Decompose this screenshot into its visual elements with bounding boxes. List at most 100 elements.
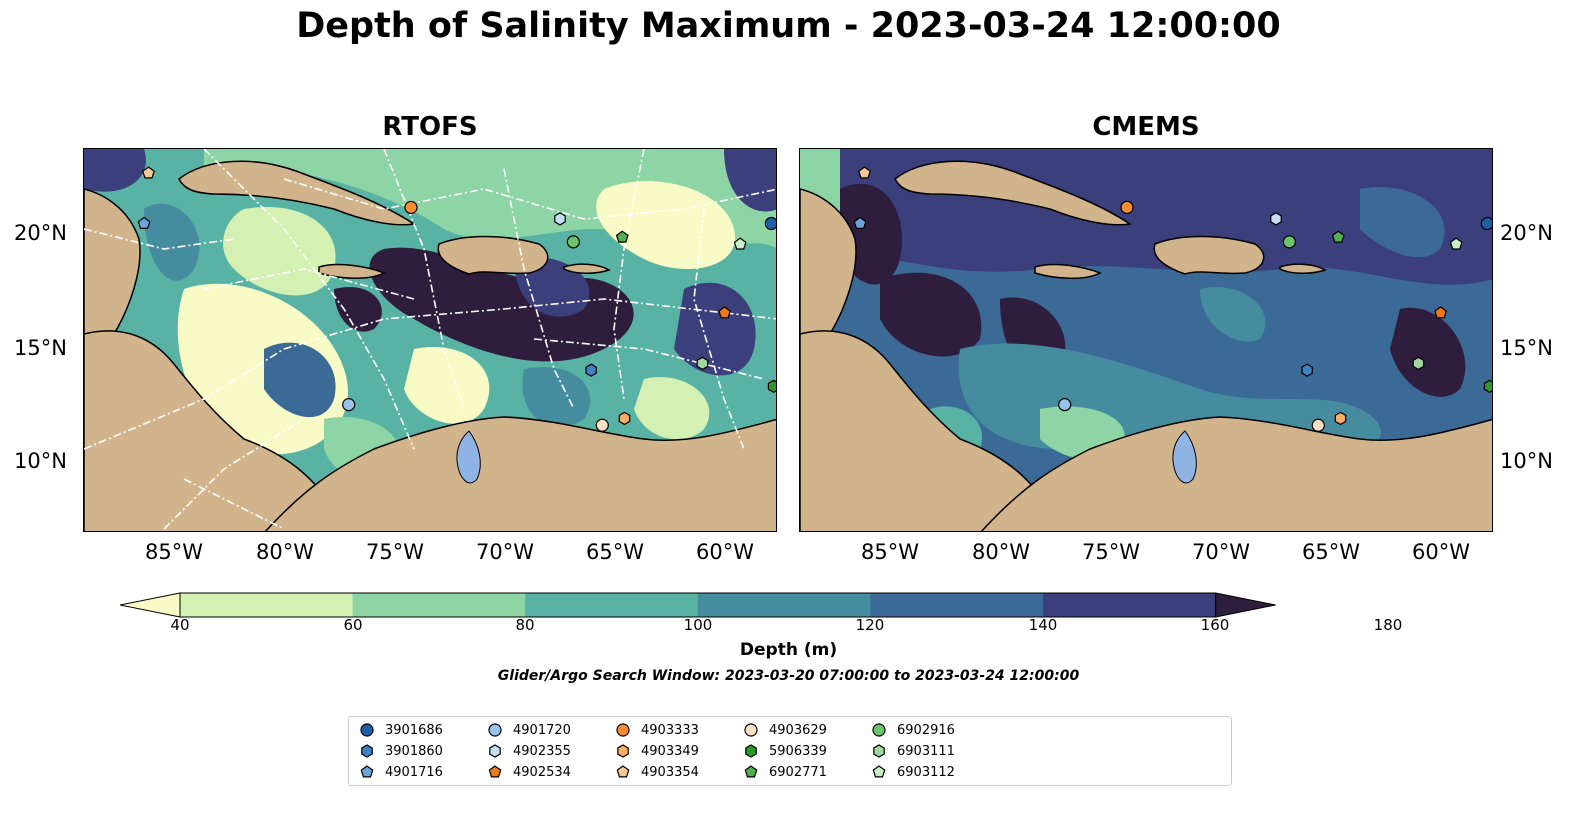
- legend-marker-pentagon-icon: [744, 765, 758, 778]
- lon-label-right-80w: 80°W: [972, 540, 1030, 564]
- legend-item-3901686: 3901686: [359, 720, 443, 740]
- legend-marker-circle-icon: [488, 723, 502, 737]
- float-marker-4903354: [858, 166, 871, 179]
- legend-item-4902355: 4902355: [487, 741, 571, 761]
- float-marker-5906339: [767, 379, 776, 393]
- float-legend: 3901686 3901860 4901716 4901720 4902355 49025…: [348, 716, 1232, 786]
- legend-label: 5906339: [769, 743, 827, 759]
- legend-label: 6902916: [897, 722, 955, 738]
- colorbar-tick-160: 160: [1200, 616, 1230, 634]
- float-marker-4902355: [1270, 212, 1282, 226]
- lat-label-left-10n: 10°N: [14, 449, 67, 473]
- colorbar-tick-180: 180: [1373, 616, 1403, 634]
- legend-item-3901860: 3901860: [359, 741, 443, 761]
- legend-marker-hexagon-icon: [745, 744, 757, 758]
- lat-label-right-20n: 20°N: [1500, 221, 1553, 245]
- legend-label: 4903629: [769, 722, 827, 738]
- legend-label: 4903349: [641, 743, 699, 759]
- lon-label-right-85w: 85°W: [861, 540, 919, 564]
- legend-marker-hexagon-icon: [489, 744, 501, 758]
- cmems-map: [800, 149, 1492, 531]
- float-marker-4901716: [853, 216, 867, 230]
- legend-item-4903629: 4903629: [743, 720, 827, 740]
- lon-label-left-80w: 80°W: [256, 540, 314, 564]
- legend-marker-circle-icon: [616, 723, 630, 737]
- float-marker-6903111: [696, 356, 709, 371]
- lake-maracaibo: [1172, 430, 1197, 484]
- float-marker-3901686: [764, 216, 776, 231]
- lat-label-left-20n: 20°N: [14, 221, 67, 245]
- lat-label-left-15n: 15°N: [14, 336, 67, 360]
- lon-label-right-60w: 60°W: [1412, 540, 1470, 564]
- float-marker-4903333: [404, 200, 418, 215]
- lat-label-right-10n: 10°N: [1500, 449, 1553, 473]
- legend-marker-pentagon-icon: [872, 765, 886, 778]
- search-window-note: Glider/Argo Search Window: 2023-03-20 07…: [497, 668, 1080, 684]
- legend-label: 6902771: [769, 764, 827, 780]
- legend-marker-pentagon-icon: [488, 765, 502, 778]
- float-marker-6902771: [1331, 230, 1345, 243]
- colorbar-swatch-4: [697, 593, 871, 617]
- legend-label: 4903354: [641, 764, 699, 780]
- legend-marker-pentagon-icon: [360, 765, 374, 778]
- legend-label: 4901720: [513, 722, 571, 738]
- panel-title-cmems: CMEMS: [1092, 112, 1200, 142]
- colorbar-tick-100: 100: [683, 616, 713, 634]
- map-panel-cmems: [799, 148, 1493, 532]
- float-marker-6903112: [733, 237, 747, 250]
- legend-marker-hexagon-icon: [617, 744, 629, 758]
- float-marker-6903112: [1449, 237, 1463, 250]
- float-marker-4901716: [137, 216, 151, 230]
- lon-label-left-70w: 70°W: [476, 540, 534, 564]
- panel-title-rtofs: RTOFS: [382, 112, 478, 142]
- legend-item-6903111: 6903111: [871, 741, 955, 761]
- float-marker-6902771: [615, 230, 629, 243]
- colorbar-extend-high: [1215, 592, 1276, 618]
- lake-maracaibo: [456, 430, 481, 484]
- legend-item-4901716: 4901716: [359, 762, 443, 782]
- legend-item-4903349: 4903349: [615, 741, 699, 761]
- float-marker-3901686: [1480, 216, 1492, 231]
- colorbar-tick-40: 40: [170, 616, 190, 634]
- float-marker-4902534: [718, 306, 732, 319]
- lon-label-right-65w: 65°W: [1302, 540, 1360, 564]
- float-marker-4903629: [595, 418, 609, 432]
- rtofs-map: [84, 149, 776, 531]
- legend-marker-circle-icon: [360, 723, 374, 737]
- legend-label: 4902355: [513, 743, 571, 759]
- float-markers-rtofs: [137, 166, 776, 432]
- float-marker-4902355: [554, 212, 566, 226]
- lon-label-left-60w: 60°W: [696, 540, 754, 564]
- legend-item-6902771: 6902771: [743, 762, 827, 782]
- float-marker-4903349: [1334, 411, 1347, 426]
- lat-label-right-15n: 15°N: [1500, 336, 1553, 360]
- float-marker-6903111: [1412, 356, 1425, 371]
- colorbar-extend-low: [120, 592, 181, 618]
- colorbar-swatch-6: [1043, 593, 1217, 617]
- legend-label: 3901686: [385, 722, 443, 738]
- legend-item-6903112: 6903112: [871, 762, 955, 782]
- legend-item-5906339: 5906339: [743, 741, 827, 761]
- legend-item-6902916: 6902916: [871, 720, 955, 740]
- legend-label: 3901860: [385, 743, 443, 759]
- colorbar-tick-60: 60: [343, 616, 363, 634]
- colorbar: [120, 592, 1276, 618]
- land-masses: [800, 160, 1492, 531]
- lon-label-right-75w: 75°W: [1082, 540, 1140, 564]
- lon-label-left-65w: 65°W: [586, 540, 644, 564]
- float-marker-4903629: [1311, 418, 1325, 432]
- colorbar-swatch-1: [180, 593, 354, 617]
- colorbar-tick-140: 140: [1028, 616, 1058, 634]
- lon-label-left-85w: 85°W: [145, 540, 203, 564]
- float-marker-4903354: [142, 166, 155, 179]
- lon-label-left-75w: 75°W: [366, 540, 424, 564]
- map-panel-rtofs: [83, 148, 777, 532]
- legend-item-4901720: 4901720: [487, 720, 571, 740]
- legend-label: 6903111: [897, 743, 955, 759]
- float-marker-4901720: [342, 398, 356, 412]
- colorbar-outline: [179, 592, 1217, 618]
- float-marker-4903349: [618, 411, 631, 426]
- float-marker-6902916: [1282, 235, 1296, 249]
- float-marker-4901720: [1058, 398, 1072, 412]
- float-marker-3901860: [585, 363, 597, 377]
